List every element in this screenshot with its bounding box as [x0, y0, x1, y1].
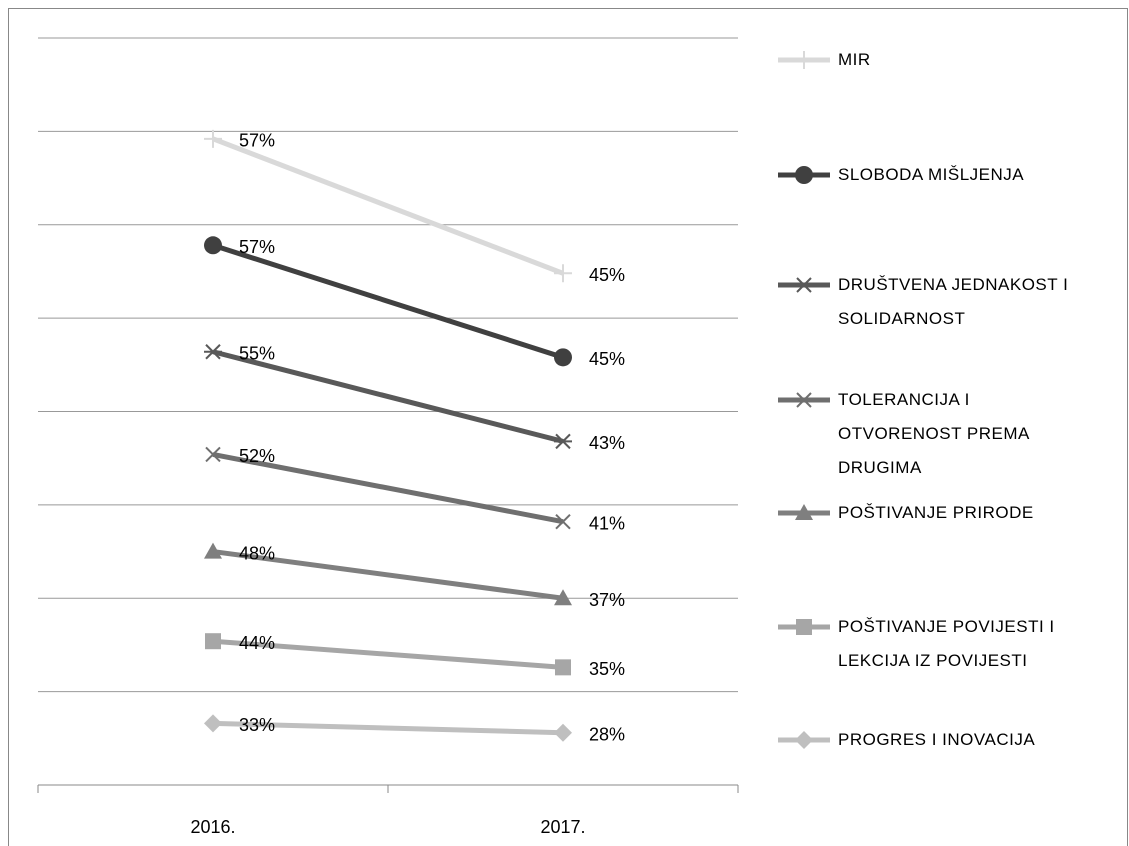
point-marker — [555, 513, 571, 530]
data-label: 41% — [589, 513, 625, 533]
data-label: 44% — [239, 633, 275, 653]
chart-frame — [8, 8, 1128, 846]
point-marker — [554, 348, 572, 367]
data-label: 48% — [239, 543, 275, 563]
point-marker — [204, 714, 222, 733]
data-label: 43% — [589, 433, 625, 453]
legend-label: SLOBODA MIŠLJENJA — [838, 165, 1025, 184]
point-marker — [204, 344, 222, 360]
data-label: 37% — [589, 590, 625, 610]
legend-marker — [795, 731, 813, 749]
point-marker — [204, 542, 222, 559]
point-marker — [205, 633, 221, 650]
legend-marker — [795, 504, 813, 520]
series-line — [212, 349, 564, 444]
point-marker — [555, 659, 571, 676]
legend-marker — [796, 392, 812, 408]
legend-marker — [795, 277, 813, 293]
series-line — [212, 136, 564, 276]
x-tick-label: 2016. — [190, 817, 235, 837]
legend-label: MIR — [838, 50, 871, 69]
point-marker — [205, 446, 221, 463]
series-line — [212, 638, 564, 670]
series-line — [212, 451, 564, 525]
legend-label: POŠTIVANJE PRIRODE — [838, 503, 1034, 522]
legend-label: POŠTIVANJE POVIJESTI I LEKCIJA IZ POVIJE… — [838, 617, 1055, 670]
legend-label: TOLERANCIJA I OTVORENOST PREMA DRUGIMA — [838, 390, 1029, 477]
series-line — [212, 549, 564, 601]
legend-label: DRUŠTVENA JEDNAKOST I SOLIDARNOST — [838, 275, 1069, 328]
data-label: 52% — [239, 446, 275, 466]
data-label: 45% — [589, 349, 625, 369]
point-marker — [554, 433, 572, 450]
data-label: 57% — [239, 237, 275, 257]
series-line — [212, 242, 564, 360]
data-label: 35% — [589, 659, 625, 679]
point-marker — [204, 129, 222, 148]
legend-marker — [795, 166, 813, 184]
point-marker — [554, 264, 572, 283]
data-label: 57% — [239, 131, 275, 151]
data-label: 33% — [239, 715, 275, 735]
point-marker — [204, 236, 222, 255]
legend-marker — [796, 619, 812, 635]
data-label: 55% — [239, 343, 275, 363]
data-label: 28% — [589, 724, 625, 744]
series-line — [212, 720, 564, 736]
legend-label: PROGRES I INOVACIJA — [838, 730, 1036, 749]
x-tick-label: 2017. — [540, 817, 585, 837]
point-marker — [554, 589, 572, 606]
point-marker — [554, 723, 572, 742]
legend-marker — [795, 51, 813, 69]
data-label: 45% — [589, 265, 625, 285]
